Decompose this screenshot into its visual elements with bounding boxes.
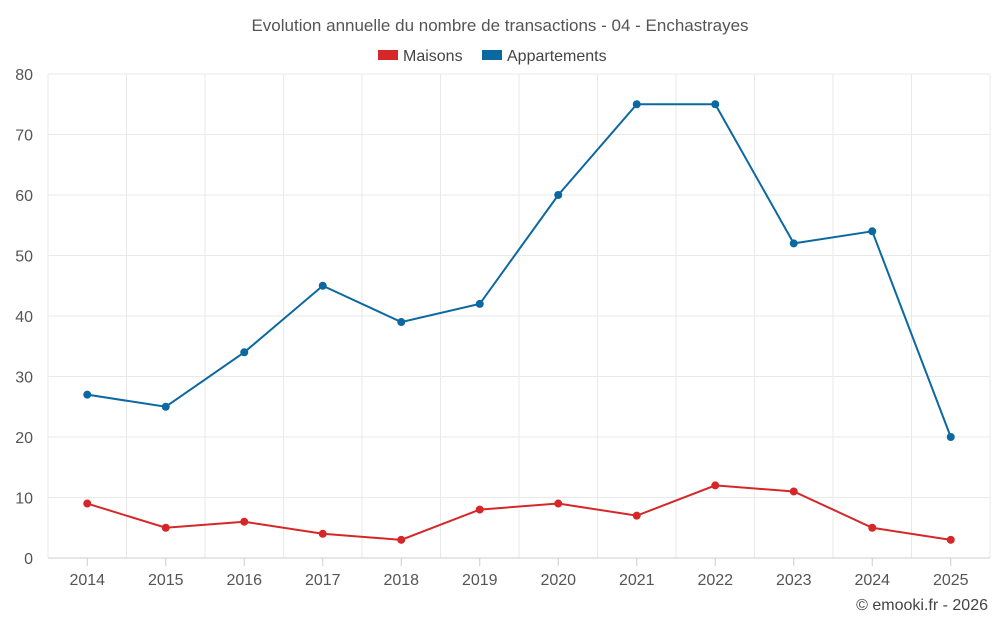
- data-point-maisons[interactable]: [711, 481, 720, 490]
- credit-text: © emooki.fr - 2026: [856, 597, 988, 614]
- data-point-maisons[interactable]: [397, 535, 406, 544]
- x-tick-label: 2019: [462, 572, 498, 589]
- x-tick-label: 2017: [305, 572, 341, 589]
- data-point-maisons[interactable]: [318, 529, 327, 538]
- data-point-maisons[interactable]: [240, 517, 249, 526]
- legend-swatch: [378, 50, 398, 60]
- data-point-maisons[interactable]: [946, 535, 955, 544]
- y-tick-label: 60: [15, 188, 33, 205]
- data-point-appartements[interactable]: [475, 299, 484, 308]
- x-tick-label: 2021: [619, 572, 655, 589]
- data-point-appartements[interactable]: [318, 281, 327, 290]
- y-tick-label: 10: [15, 491, 33, 508]
- y-tick-label: 20: [15, 430, 33, 447]
- series-appartements: [83, 100, 955, 441]
- y-tick-label: 30: [15, 370, 33, 387]
- data-point-maisons[interactable]: [868, 523, 877, 532]
- y-axis: 0 10 20 30 40 50 60 70 80: [15, 67, 33, 568]
- legend-label: Appartements: [507, 48, 607, 65]
- data-point-maisons[interactable]: [161, 523, 170, 532]
- x-tick-label: 2014: [69, 572, 105, 589]
- data-point-appartements[interactable]: [240, 348, 249, 357]
- data-point-appartements[interactable]: [161, 402, 170, 411]
- y-tick-label: 70: [15, 128, 33, 145]
- x-tick-label: 2024: [854, 572, 890, 589]
- series-line-appartements: [87, 103, 952, 438]
- data-point-maisons[interactable]: [475, 505, 484, 514]
- legend-label: Maisons: [403, 48, 463, 65]
- data-point-appartements[interactable]: [83, 390, 92, 399]
- series-line-maisons: [86, 484, 951, 541]
- data-point-appartements[interactable]: [632, 100, 641, 109]
- legend-item-maisons[interactable]: Maisons: [378, 48, 463, 65]
- y-tick-label: 40: [15, 309, 33, 326]
- x-tick-label: 2023: [776, 572, 812, 589]
- x-tick-label: 2022: [697, 572, 733, 589]
- y-tick-label: 80: [15, 67, 33, 84]
- x-tick-label: 2018: [383, 572, 419, 589]
- gridlines: [47, 73, 991, 559]
- data-point-appartements[interactable]: [868, 227, 877, 236]
- x-axis: 2014 2015 2016 2017 2018 2019 2020 2021 2022 2023…: [48, 557, 990, 589]
- x-tick-label: 2025: [933, 572, 969, 589]
- chart-title: Evolution annuelle du nombre de transact…: [251, 16, 748, 35]
- x-tick-label: 2015: [148, 572, 184, 589]
- data-point-appartements[interactable]: [554, 191, 563, 199]
- data-point-maisons[interactable]: [554, 499, 563, 508]
- data-point-appartements[interactable]: [946, 433, 955, 441]
- series-layer: [83, 100, 955, 544]
- legend-item-appartements[interactable]: Appartements: [482, 48, 607, 65]
- legend[interactable]: Maisons Appartements: [378, 48, 607, 65]
- data-point-appartements[interactable]: [711, 100, 720, 109]
- data-point-maisons[interactable]: [789, 487, 798, 496]
- x-tick-label: 2020: [540, 572, 576, 589]
- data-point-maisons[interactable]: [83, 499, 92, 508]
- series-maisons: [83, 481, 955, 544]
- legend-swatch: [482, 50, 502, 60]
- data-point-appartements[interactable]: [397, 318, 406, 327]
- data-point-maisons[interactable]: [632, 511, 641, 520]
- y-tick-label: 50: [15, 249, 33, 266]
- y-tick-label: 0: [24, 551, 33, 568]
- data-point-appartements[interactable]: [789, 239, 798, 248]
- x-tick-label: 2016: [226, 572, 262, 589]
